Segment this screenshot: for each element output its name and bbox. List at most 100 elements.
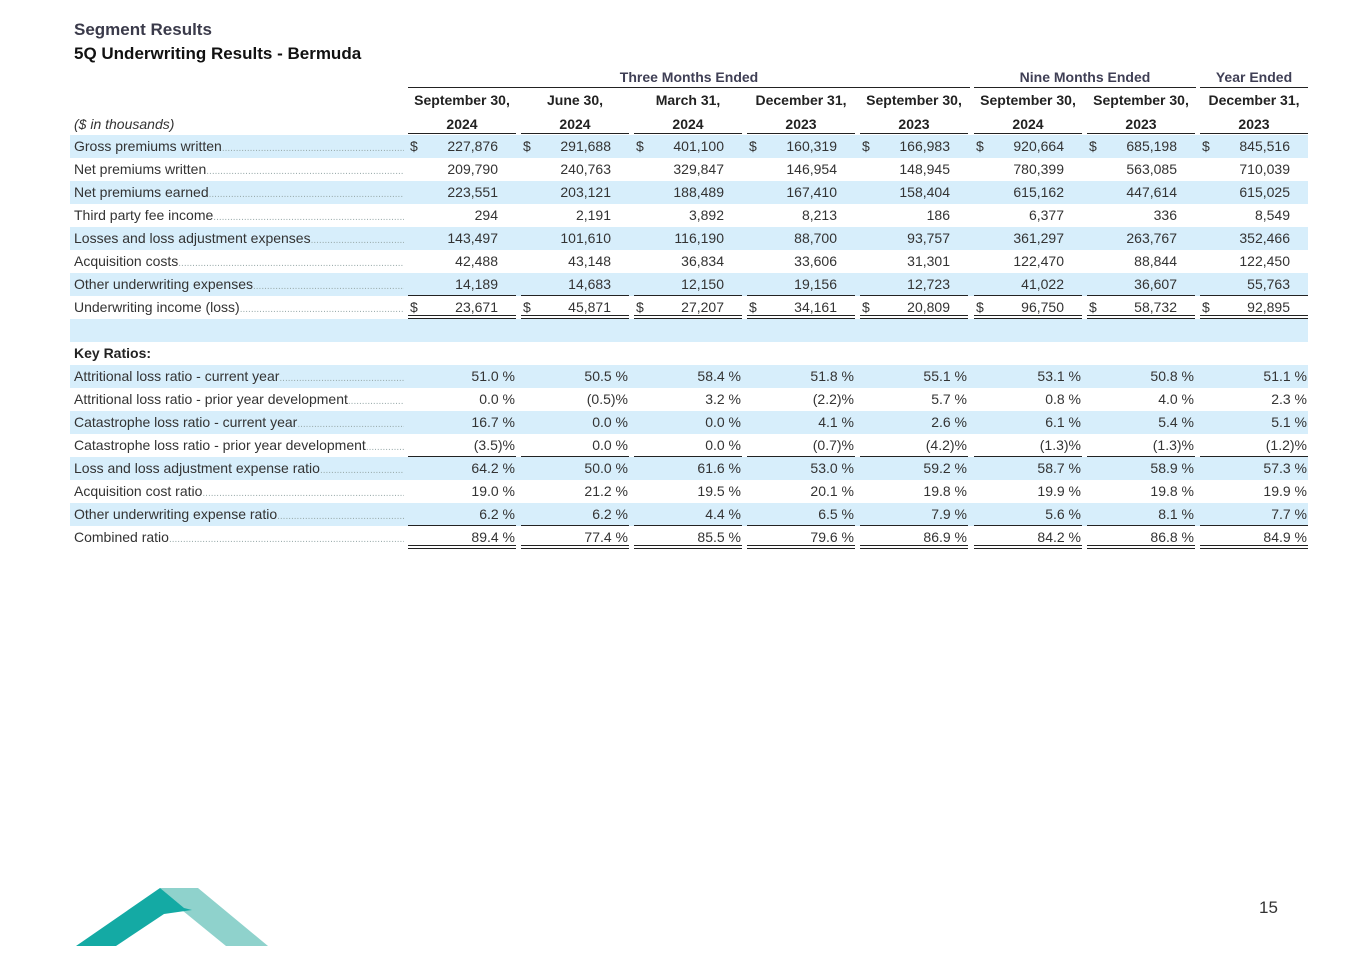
value-text: 21.2 % bbox=[584, 483, 628, 499]
value-text: 55.1 % bbox=[923, 368, 967, 384]
value-cell: 86.8 % bbox=[1087, 526, 1195, 549]
group-nine-months: Nine Months Ended bbox=[974, 66, 1196, 88]
table-row: Losses and loss adjustment expenses.....… bbox=[70, 227, 1308, 250]
value-text: 780,399 bbox=[1013, 161, 1064, 177]
value-text: 96,750 bbox=[1021, 299, 1064, 315]
row-label: Key Ratios: bbox=[74, 342, 404, 365]
row-label-text: Losses and loss adjustment expenses bbox=[74, 230, 311, 246]
group-three-months: Three Months Ended bbox=[408, 66, 970, 88]
row-label: Other underwriting expenses.............… bbox=[74, 273, 404, 296]
value-text: 20,809 bbox=[907, 299, 950, 315]
row-label: Losses and loss adjustment expenses.....… bbox=[74, 227, 404, 250]
value-cell: 16.7 % bbox=[408, 411, 516, 434]
value-text: 7.9 % bbox=[931, 506, 967, 522]
value-cell: 21.2 % bbox=[521, 480, 629, 503]
currency-symbol: $ bbox=[862, 299, 870, 315]
value-cell: 263,767 bbox=[1087, 227, 1195, 250]
value-cell: $685,198 bbox=[1087, 135, 1195, 158]
value-text: 227,876 bbox=[447, 138, 498, 154]
row-label: Combined ratio..........................… bbox=[74, 526, 404, 549]
value-text: 19.8 % bbox=[923, 483, 967, 499]
leader-dots: ........................................… bbox=[168, 534, 404, 545]
row-label: Acquisition cost ratio..................… bbox=[74, 480, 404, 503]
value-cell: 8.1 % bbox=[1087, 503, 1195, 526]
leader-dots: ........................................… bbox=[239, 304, 404, 315]
value-cell: $845,516 bbox=[1200, 135, 1308, 158]
row-label: Attritional loss ratio - prior year deve… bbox=[74, 388, 404, 411]
value-text: 92,895 bbox=[1247, 299, 1290, 315]
value-cell: 4.0 % bbox=[1087, 388, 1195, 411]
column-header-date: September 30, bbox=[1093, 92, 1189, 108]
value-cell: 79.6 % bbox=[747, 526, 855, 549]
value-cell: 0.0 % bbox=[408, 388, 516, 411]
value-cell: 203,121 bbox=[521, 181, 629, 204]
value-cell: 6.1 % bbox=[974, 411, 1082, 434]
value-text: 58.7 % bbox=[1037, 460, 1081, 476]
value-cell: 563,085 bbox=[1087, 158, 1195, 181]
value-cell: 336 bbox=[1087, 204, 1195, 227]
value-text: 58.9 % bbox=[1150, 460, 1194, 476]
value-text: 89.4 % bbox=[471, 529, 515, 545]
leader-dots: ........................................… bbox=[208, 189, 404, 200]
value-cell: $34,161 bbox=[747, 296, 855, 319]
value-cell: 148,945 bbox=[860, 158, 968, 181]
value-text: 61.6 % bbox=[697, 460, 741, 476]
value-cell: 61.6 % bbox=[634, 457, 742, 480]
row-label-text: Underwriting income (loss) bbox=[74, 299, 240, 315]
value-text: 5.7 % bbox=[931, 391, 967, 407]
value-text: 329,847 bbox=[673, 161, 724, 177]
value-cell: 361,297 bbox=[974, 227, 1082, 250]
value-cell: (1.3)% bbox=[1087, 434, 1195, 457]
value-text: 53.0 % bbox=[810, 460, 854, 476]
value-text: 50.8 % bbox=[1150, 368, 1194, 384]
value-text: 19.8 % bbox=[1150, 483, 1194, 499]
value-cell: 780,399 bbox=[974, 158, 1082, 181]
value-text: 57.3 % bbox=[1263, 460, 1307, 476]
value-text: 8,213 bbox=[801, 207, 837, 223]
column-header-date: June 30, bbox=[546, 92, 604, 108]
value-cell: 57.3 % bbox=[1200, 457, 1308, 480]
value-text: 14,683 bbox=[568, 276, 611, 292]
value-text: 51.8 % bbox=[810, 368, 854, 384]
units-label: ($ in thousands) bbox=[74, 116, 175, 132]
value-text: 0.8 % bbox=[1045, 391, 1081, 407]
value-text: (1.3)% bbox=[1039, 437, 1081, 453]
value-cell: 41,022 bbox=[974, 273, 1082, 296]
header-underline bbox=[1087, 133, 1195, 134]
value-cell: 5.7 % bbox=[860, 388, 968, 411]
value-cell: 240,763 bbox=[521, 158, 629, 181]
value-text: 615,162 bbox=[1013, 184, 1064, 200]
value-cell: 58.9 % bbox=[1087, 457, 1195, 480]
value-cell: 19,156 bbox=[747, 273, 855, 296]
value-text: 59.2 % bbox=[923, 460, 967, 476]
value-cell: 101,610 bbox=[521, 227, 629, 250]
currency-symbol: $ bbox=[976, 138, 984, 154]
currency-symbol: $ bbox=[523, 299, 531, 315]
row-label: Loss and loss adjustment expense ratio..… bbox=[74, 457, 404, 480]
value-cell: 85.5 % bbox=[634, 526, 742, 549]
currency-symbol: $ bbox=[749, 138, 757, 154]
value-text: 2.6 % bbox=[931, 414, 967, 430]
row-label-text: Attritional loss ratio - current year bbox=[74, 368, 280, 384]
value-cell: 5.6 % bbox=[974, 503, 1082, 526]
value-cell: 3.2 % bbox=[634, 388, 742, 411]
value-cell: 143,497 bbox=[408, 227, 516, 250]
leader-dots: ........................................… bbox=[202, 488, 404, 499]
value-text: (1.2)% bbox=[1265, 437, 1307, 453]
value-cell: 14,683 bbox=[521, 273, 629, 296]
value-cell: 352,466 bbox=[1200, 227, 1308, 250]
value-text: (3.5)% bbox=[473, 437, 515, 453]
value-cell: 329,847 bbox=[634, 158, 742, 181]
value-cell: $920,664 bbox=[974, 135, 1082, 158]
value-cell: 6.5 % bbox=[747, 503, 855, 526]
value-text: 19.0 % bbox=[471, 483, 515, 499]
value-cell: (1.3)% bbox=[974, 434, 1082, 457]
value-text: 291,688 bbox=[560, 138, 611, 154]
value-cell: 0.8 % bbox=[974, 388, 1082, 411]
value-text: 8,549 bbox=[1254, 207, 1290, 223]
row-label-text: Other underwriting expense ratio bbox=[74, 506, 278, 522]
value-cell: 19.9 % bbox=[974, 480, 1082, 503]
currency-symbol: $ bbox=[1202, 299, 1210, 315]
row-label: Net premiums earned.....................… bbox=[74, 181, 404, 204]
value-cell: 122,470 bbox=[974, 250, 1082, 273]
